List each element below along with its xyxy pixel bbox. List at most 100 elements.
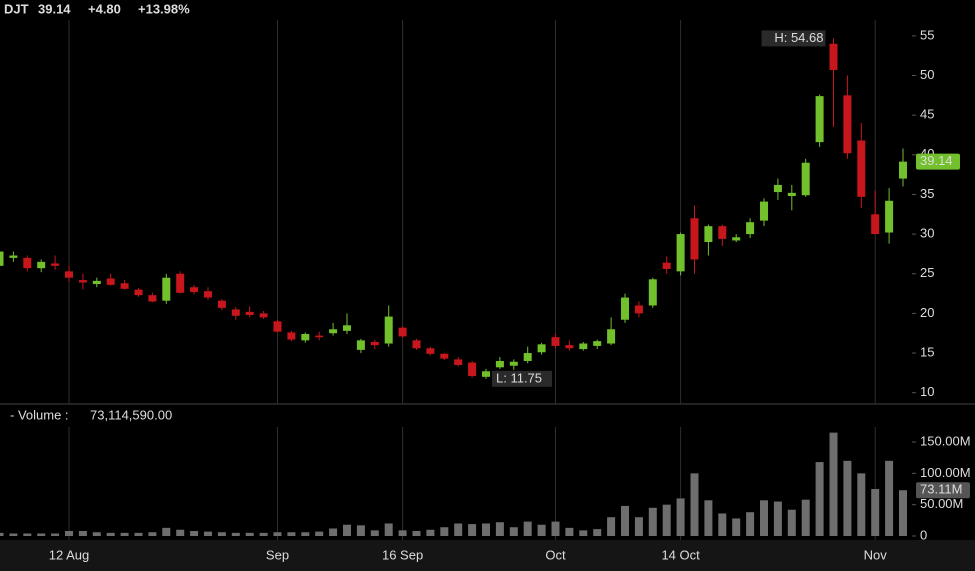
volume-bar [217, 532, 226, 536]
y-tick-label: 25 [920, 265, 934, 280]
candle-body [482, 371, 490, 377]
volume-bar [78, 530, 87, 536]
volume-bar [343, 524, 351, 536]
volume-bar [65, 530, 73, 536]
candle-body [120, 283, 129, 289]
volume-bar [871, 489, 880, 536]
y-tick-label: 55 [920, 27, 934, 42]
candle-body [134, 289, 143, 296]
candle-body [690, 218, 699, 260]
volume-bar [92, 532, 101, 536]
price-change: +4.80 [88, 1, 121, 16]
candle-body [329, 329, 338, 334]
annotation-box [761, 30, 826, 47]
volume-bar [787, 509, 796, 536]
candle-body [356, 340, 365, 350]
candle-body [523, 353, 532, 361]
candle-body [593, 341, 602, 346]
candle-body [287, 332, 296, 340]
candle-body [190, 287, 199, 292]
y-tick-label: 50.00M [920, 496, 963, 511]
candle-body [370, 341, 379, 346]
y-tick-label: 30 [920, 226, 934, 241]
candle-body [787, 192, 796, 197]
volume-bar [523, 521, 532, 536]
candle-body [384, 316, 393, 344]
candle-body [509, 361, 518, 366]
candle-body [301, 334, 310, 341]
y-tick-label: 50 [920, 67, 934, 82]
x-tick-label: Nov [864, 547, 888, 562]
volume-bar [440, 527, 449, 536]
annotation-box [492, 370, 552, 387]
y-tick-label: 10 [920, 384, 934, 399]
candle-body [621, 297, 629, 320]
candle-body [231, 309, 240, 316]
volume-bar [565, 527, 574, 536]
y-tick-label: 35 [920, 186, 934, 201]
volume-bar [51, 533, 60, 536]
y-tick-label: 0 [920, 527, 927, 542]
volume-bar [162, 527, 171, 536]
volume-bar [287, 532, 296, 536]
candle-body [259, 313, 268, 318]
volume-bar [718, 513, 727, 536]
y-tick-label: 100.00M [920, 465, 971, 480]
candle-body [899, 161, 907, 179]
volume-bar [204, 531, 212, 536]
volume-total: 73,114,590.00 [90, 407, 172, 422]
candle-body [204, 291, 212, 298]
candle-body [148, 295, 157, 302]
candle-body [273, 321, 282, 332]
y-tick-label: 45 [920, 107, 934, 122]
volume-bar [301, 532, 310, 536]
candle-body [607, 329, 616, 344]
volume-bar [648, 507, 657, 536]
candle-body [343, 325, 351, 331]
volume-bar [537, 524, 546, 536]
volume-bar [23, 533, 32, 536]
volume-bar [315, 531, 324, 536]
volume-bar [829, 432, 838, 536]
volume-bar [801, 499, 810, 536]
candle-body [398, 327, 407, 337]
volume-tag [916, 482, 970, 499]
volume-bar [384, 523, 393, 536]
x-tick-label: Oct [545, 547, 566, 562]
volume-bar [245, 532, 254, 536]
volume-bar [0, 532, 4, 536]
candle-body [495, 360, 504, 368]
volume-bar [9, 533, 18, 536]
volume-bar [551, 521, 560, 536]
volume-bar [773, 501, 782, 536]
candle-body [579, 343, 588, 350]
volume-bar [370, 530, 379, 536]
candle-body [565, 345, 574, 349]
volume-bar [329, 528, 338, 536]
x-tick-label: Sep [266, 547, 289, 562]
candle-body [426, 348, 435, 354]
volume-bar [843, 460, 852, 536]
volume-bar [760, 500, 768, 536]
candle-body [176, 273, 185, 293]
candle-body [815, 96, 824, 143]
volume-bar [634, 517, 643, 536]
candle-body [78, 280, 87, 283]
volume-bar [106, 532, 115, 536]
candle-body [412, 340, 421, 349]
candle-body [760, 201, 768, 221]
volume-bar [231, 532, 240, 536]
volume-bar [704, 500, 713, 536]
ticker: DJT [4, 1, 29, 16]
candle-body [468, 362, 477, 377]
low-annotation: L: 11.75 [496, 370, 542, 385]
y-tick-label: 150.00M [920, 433, 971, 448]
volume-bar [732, 518, 741, 536]
candle-body [217, 300, 226, 308]
candle-body [648, 279, 657, 306]
candle-body [634, 305, 643, 314]
candle-body [732, 237, 741, 241]
volume-bar [509, 527, 518, 536]
